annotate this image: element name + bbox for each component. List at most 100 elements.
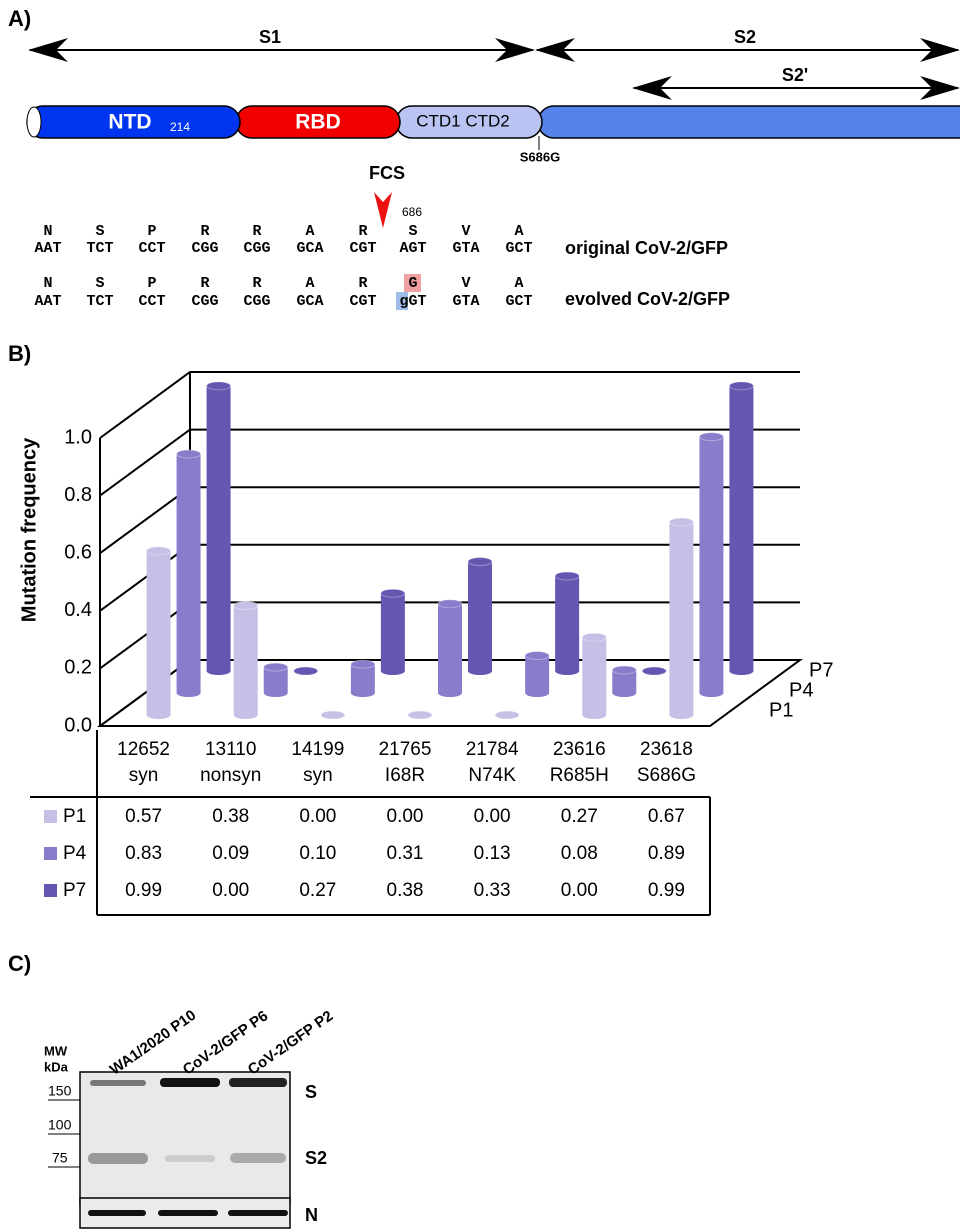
band bbox=[88, 1210, 146, 1216]
bar bbox=[408, 711, 432, 719]
signal-peptide bbox=[27, 107, 41, 137]
bar bbox=[642, 667, 666, 675]
domain-label: CTD1 CTD2 bbox=[416, 111, 510, 130]
legend-label: P7 bbox=[63, 880, 86, 901]
x-tick-sublabel: N74K bbox=[468, 765, 516, 786]
band bbox=[229, 1078, 287, 1087]
codon: CGT bbox=[349, 240, 376, 257]
panel-label: C) bbox=[8, 951, 31, 976]
domain-number: 214 bbox=[170, 120, 190, 134]
bar-top bbox=[381, 589, 405, 597]
bar bbox=[381, 589, 405, 675]
legend-swatch bbox=[44, 847, 57, 860]
y-tick-label: 0.8 bbox=[64, 484, 92, 506]
bar-top bbox=[264, 663, 288, 671]
bar bbox=[321, 711, 345, 719]
bar-top bbox=[525, 652, 549, 660]
band-label: S2 bbox=[305, 1148, 327, 1168]
table-value: 0.38 bbox=[212, 806, 249, 827]
grid-line bbox=[100, 372, 800, 438]
band bbox=[165, 1155, 215, 1162]
amino-acid: R bbox=[358, 223, 367, 240]
bar bbox=[294, 667, 318, 675]
bar-body bbox=[669, 522, 693, 719]
bar-top bbox=[729, 382, 753, 390]
table-value: 0.67 bbox=[648, 806, 685, 827]
table-value: 0.09 bbox=[212, 843, 249, 864]
x-tick-label: 23618 bbox=[640, 739, 693, 760]
arrow-label: S2 bbox=[734, 27, 756, 47]
band-label: N bbox=[305, 1205, 318, 1225]
x-tick-label: 14199 bbox=[291, 739, 344, 760]
x-tick-sublabel: nonsyn bbox=[200, 765, 261, 786]
table-value: 0.57 bbox=[125, 806, 162, 827]
band-label: S bbox=[305, 1082, 317, 1102]
fcs-label: FCS bbox=[369, 163, 405, 183]
band bbox=[160, 1078, 220, 1087]
domain-label: NTD bbox=[108, 111, 151, 134]
bar-top bbox=[438, 600, 462, 608]
bar-body bbox=[234, 606, 258, 719]
domain-label: RBD bbox=[295, 111, 341, 134]
x-tick-label: 13110 bbox=[205, 739, 256, 760]
grid-line bbox=[100, 487, 800, 553]
bar bbox=[264, 663, 288, 697]
legend-swatch bbox=[44, 884, 57, 897]
bar-top bbox=[669, 518, 693, 526]
bar-top bbox=[351, 660, 375, 668]
bar bbox=[351, 660, 375, 697]
bar bbox=[438, 600, 462, 697]
x-tick-label: 21765 bbox=[379, 739, 432, 760]
sequence-label: original CoV-2/GFP bbox=[565, 238, 728, 258]
depth-label: P1 bbox=[769, 699, 793, 721]
codon: CGG bbox=[191, 240, 218, 257]
x-tick-label: 21784 bbox=[466, 739, 519, 760]
bar bbox=[468, 558, 492, 675]
table-value: 0.00 bbox=[474, 806, 511, 827]
x-tick-sublabel: S686G bbox=[637, 765, 696, 786]
amino-acid: S bbox=[95, 223, 104, 240]
bar-top bbox=[468, 558, 492, 566]
bar bbox=[147, 547, 171, 719]
table-value: 0.00 bbox=[387, 806, 424, 827]
amino-acid: A bbox=[305, 223, 314, 240]
codon: CGG bbox=[243, 293, 270, 310]
bar-top bbox=[207, 382, 231, 390]
x-tick-sublabel: I68R bbox=[385, 765, 425, 786]
bar-body bbox=[147, 551, 171, 719]
band bbox=[88, 1153, 148, 1164]
y-tick-label: 0.4 bbox=[64, 599, 92, 621]
marker-label: 150 bbox=[48, 1083, 72, 1099]
bar bbox=[234, 602, 258, 719]
bar bbox=[729, 382, 753, 675]
bar-body bbox=[381, 593, 405, 675]
bar-top bbox=[234, 602, 258, 610]
table-value: 0.99 bbox=[125, 880, 162, 901]
sequences: NAATSTCTPCCTRCGGRCGGAGCARCGTSAGTVGTAAGCT… bbox=[34, 223, 532, 310]
gel-box bbox=[80, 1072, 290, 1204]
table-value: 0.31 bbox=[387, 843, 424, 864]
amino-acid: R bbox=[252, 223, 261, 240]
sequence-label: evolved CoV-2/GFP bbox=[565, 289, 730, 309]
cleavage-arrow bbox=[374, 192, 392, 228]
marker-label: 100 bbox=[48, 1117, 72, 1133]
bar bbox=[612, 666, 636, 697]
codon: GCA bbox=[296, 240, 323, 257]
table-value: 0.33 bbox=[474, 880, 511, 901]
amino-acid: N bbox=[43, 275, 52, 292]
codon: AAT bbox=[34, 293, 61, 310]
marker-label: 75 bbox=[52, 1150, 68, 1166]
amino-acid: R bbox=[200, 275, 209, 292]
bar-body bbox=[582, 637, 606, 719]
bar bbox=[669, 518, 693, 719]
bar-body bbox=[177, 454, 201, 697]
bar-top bbox=[495, 711, 519, 719]
bar bbox=[525, 652, 549, 697]
amino-acid: R bbox=[252, 275, 261, 292]
x-tick-label: 23616 bbox=[553, 739, 606, 760]
legend-label: P1 bbox=[63, 806, 86, 827]
codon: GTA bbox=[452, 293, 479, 310]
s2-domain bbox=[538, 106, 960, 138]
bar-top bbox=[321, 711, 345, 719]
table-value: 0.08 bbox=[561, 843, 598, 864]
